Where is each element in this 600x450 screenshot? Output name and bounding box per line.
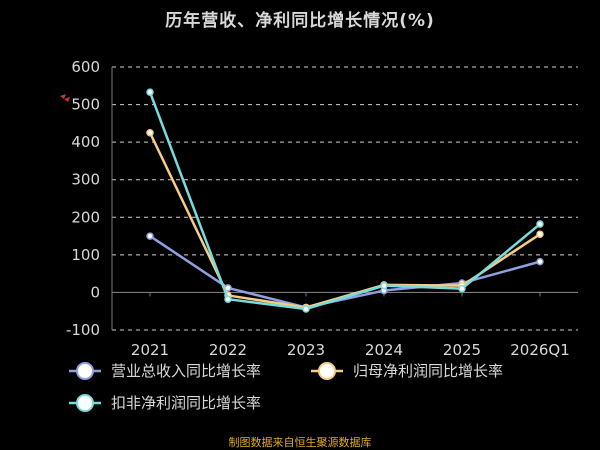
series-line	[148, 131, 542, 309]
y-tick-label: 0	[90, 283, 100, 301]
data-point	[536, 257, 544, 266]
legend-item-2: 归母净利润同比增长率	[311, 362, 503, 380]
x-tick-label: 2025	[443, 341, 481, 359]
data-point	[224, 295, 232, 303]
gridlines	[112, 66, 578, 331]
y-tick-label: 200	[71, 208, 100, 226]
series	[146, 88, 544, 313]
x-tick-label: 2022	[209, 341, 247, 359]
x-axis-ticks: 2021 2022 2023 2024 2025 2026Q1	[131, 341, 570, 359]
data-point	[458, 284, 466, 293]
data-point	[302, 305, 310, 313]
series-3	[146, 88, 544, 313]
y-axis-ticks: -100 0 100 200 300 400 500 600	[66, 58, 100, 339]
data-point	[536, 220, 544, 228]
y-tick-label: 600	[71, 58, 100, 76]
legend-label: 营业总收入同比增长率	[111, 362, 261, 380]
legend-label: 归母净利润同比增长率	[353, 362, 503, 380]
legend-marker	[76, 394, 94, 412]
legend-label: 扣非净利润同比增长率	[111, 394, 261, 412]
x-tick-label: 2021	[131, 341, 169, 359]
legend-marker	[318, 362, 336, 380]
data-point	[146, 232, 154, 240]
series-line	[148, 90, 542, 311]
axes	[111, 67, 578, 330]
x-tick-label: 2023	[287, 341, 325, 359]
series-2	[146, 129, 544, 312]
y-tick-label: 300	[71, 171, 100, 189]
y-tick-label: -100	[66, 321, 100, 339]
y-tick-label: 400	[71, 133, 100, 151]
chart-title: 历年营收、净利同比增长情况(%)	[165, 11, 435, 31]
y-tick-label: 500	[71, 96, 100, 114]
x-tick-label: 2024	[365, 341, 403, 359]
data-point	[146, 88, 154, 96]
legend-item-1: 营业总收入同比增长率	[69, 362, 261, 380]
watermark-logo	[60, 94, 70, 102]
y-tick-label: 100	[71, 246, 100, 264]
data-point	[536, 230, 544, 238]
legend-item-3: 扣非净利润同比增长率	[69, 394, 261, 412]
legend-marker	[76, 362, 94, 380]
data-point	[380, 281, 388, 290]
source-note: 制图数据来自恒生聚源数据库	[228, 436, 372, 449]
data-point	[146, 129, 154, 137]
x-tick-label: 2026Q1	[510, 341, 570, 359]
